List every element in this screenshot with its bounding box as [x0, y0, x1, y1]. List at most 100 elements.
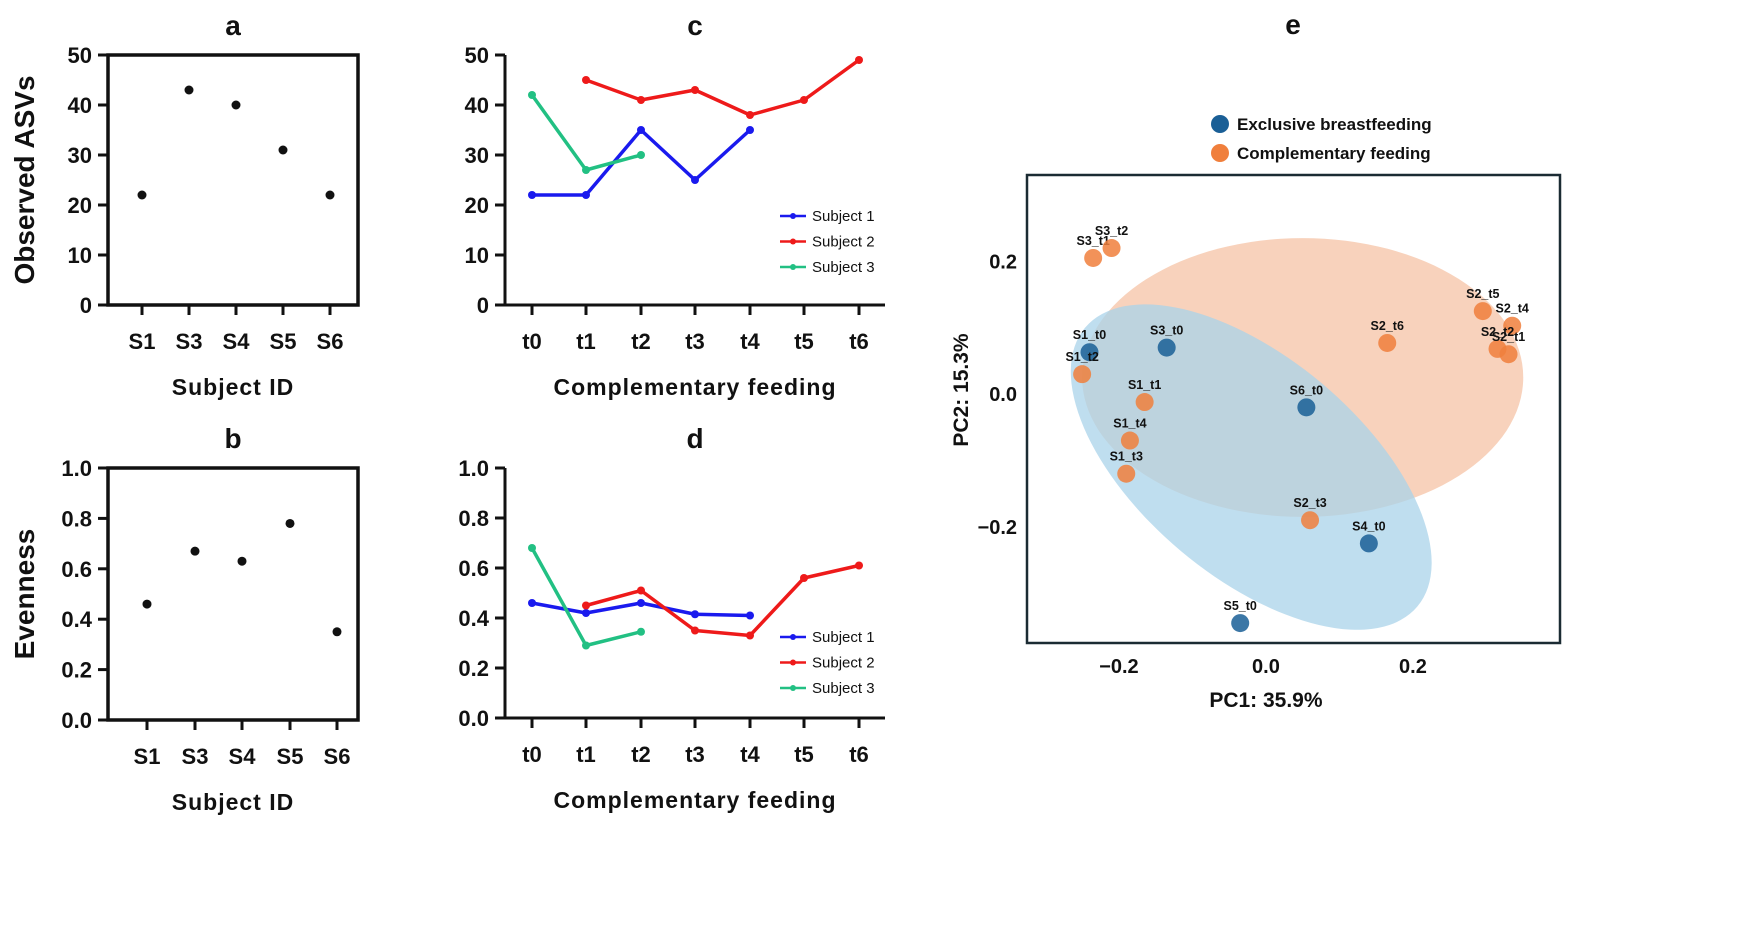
sample-point — [1117, 464, 1136, 483]
x-tick-label: S4 — [229, 744, 257, 769]
y-tick-label: 0.0 — [61, 708, 92, 733]
y-axis-label: Evenness — [9, 529, 40, 660]
y-axis-label: PC2: 15.3% — [950, 333, 973, 447]
sample-label: S2_t4 — [1496, 302, 1529, 316]
legend-marker — [790, 659, 796, 666]
x-axis-label: Complementary feeding — [554, 374, 837, 400]
legend-marker — [790, 634, 796, 640]
x-tick-label: t4 — [740, 742, 760, 767]
series-point — [746, 111, 754, 119]
y-tick-label: 0.4 — [458, 606, 489, 631]
x-tick-label: S4 — [223, 329, 251, 354]
sample-point — [1084, 248, 1103, 267]
panel-c: c 0 10 20 30 40 50 t0 t1 t2 t3 t4 t5 t6 Complementary … — [465, 10, 885, 400]
series-point — [637, 586, 645, 595]
series-point — [582, 609, 590, 617]
y-tick-label: 0.8 — [458, 506, 489, 531]
x-tick-label: S3 — [176, 329, 203, 354]
series-point — [746, 611, 754, 620]
sample-point — [1297, 398, 1316, 417]
x-tick-label: S3 — [182, 744, 209, 769]
plot-frame — [106, 53, 360, 307]
series-point — [528, 599, 536, 607]
data-point — [184, 85, 194, 95]
sample-label: S2_t2 — [1481, 325, 1514, 339]
legend-label: Subject 2 — [812, 655, 875, 672]
x-tick-label: 0.0 — [1252, 656, 1280, 678]
y-tick-label: 50 — [465, 43, 489, 68]
series-point — [637, 126, 645, 134]
series-point — [855, 561, 863, 570]
x-tick-label: t2 — [631, 742, 651, 767]
x-tick-label: t6 — [849, 742, 869, 767]
legend-label: Subject 3 — [812, 259, 875, 276]
series-point — [800, 96, 808, 104]
x-tick-label: t3 — [685, 742, 705, 767]
series-point — [528, 91, 536, 99]
series-point — [637, 599, 645, 607]
sample-point — [1359, 534, 1378, 553]
x-axis-label: Subject ID — [172, 789, 294, 815]
y-tick-label: 50 — [68, 43, 92, 68]
legend-label: Subject 1 — [812, 629, 875, 646]
sample-point — [1073, 365, 1092, 384]
panel-b: b 0.0 0.2 0.4 0.6 0.8 1.0 S1 S3 S4 S5 S6 Subject ID E… — [9, 423, 360, 815]
series-point — [800, 574, 808, 582]
legend-marker — [790, 685, 796, 691]
sample-label: S2_t6 — [1371, 319, 1404, 333]
y-tick-label: 1.0 — [61, 456, 92, 481]
sample-label: S3_t0 — [1150, 324, 1183, 338]
sample-point — [1135, 393, 1154, 412]
data-point — [231, 100, 241, 110]
series-point — [746, 126, 754, 134]
panel-title: d — [686, 423, 703, 454]
y-tick-label: 20 — [465, 193, 489, 218]
data-point — [278, 145, 288, 155]
x-tick-label: S1 — [129, 329, 156, 354]
series-line — [530, 93, 642, 172]
sample-point — [1080, 343, 1099, 362]
y-tick-label: 10 — [68, 243, 92, 268]
y-tick-label: 0.6 — [61, 557, 92, 582]
series-line — [585, 563, 860, 638]
x-tick-label: t3 — [685, 329, 705, 354]
y-tick-label: 10 — [465, 243, 489, 268]
legend-marker — [790, 264, 796, 270]
legend-label: Complementary feeding — [1237, 144, 1431, 163]
sample-point — [1499, 345, 1518, 364]
sample-point — [1120, 431, 1139, 450]
y-tick-label: 0.2 — [989, 251, 1017, 273]
series-point — [582, 641, 590, 650]
x-tick-label: S5 — [277, 744, 304, 769]
series-point — [582, 76, 590, 84]
y-tick-label: 0.2 — [61, 658, 92, 683]
x-tick-label: S5 — [270, 329, 297, 354]
series-point — [582, 166, 590, 174]
series-point — [528, 191, 536, 199]
y-tick-label: 40 — [68, 93, 92, 118]
sample-label: S1_t4 — [1113, 417, 1146, 431]
data-point — [325, 190, 335, 200]
series-point — [855, 56, 863, 64]
sample-label: S1_t0 — [1073, 328, 1106, 342]
panel-title: e — [1285, 9, 1301, 40]
y-tick-label: 0.6 — [458, 556, 489, 581]
sample-label: S5_t0 — [1224, 599, 1257, 613]
sample-label: S4_t0 — [1352, 519, 1385, 533]
series-point — [691, 626, 699, 635]
series-point — [528, 544, 536, 552]
data-point — [237, 556, 247, 566]
x-axis-label: Complementary feeding — [554, 787, 837, 813]
y-tick-label: 0 — [80, 293, 92, 318]
sample-point — [1301, 511, 1320, 530]
x-axis-label: Subject ID — [172, 374, 294, 400]
sample-label: S6_t0 — [1290, 383, 1323, 397]
sample-label: S3_t2 — [1095, 224, 1128, 238]
sample-label: S1_t2 — [1065, 350, 1098, 364]
x-tick-label: t6 — [849, 329, 869, 354]
y-tick-label: 30 — [465, 143, 489, 168]
sample-point — [1503, 316, 1522, 335]
y-tick-label: 0.0 — [458, 706, 489, 731]
